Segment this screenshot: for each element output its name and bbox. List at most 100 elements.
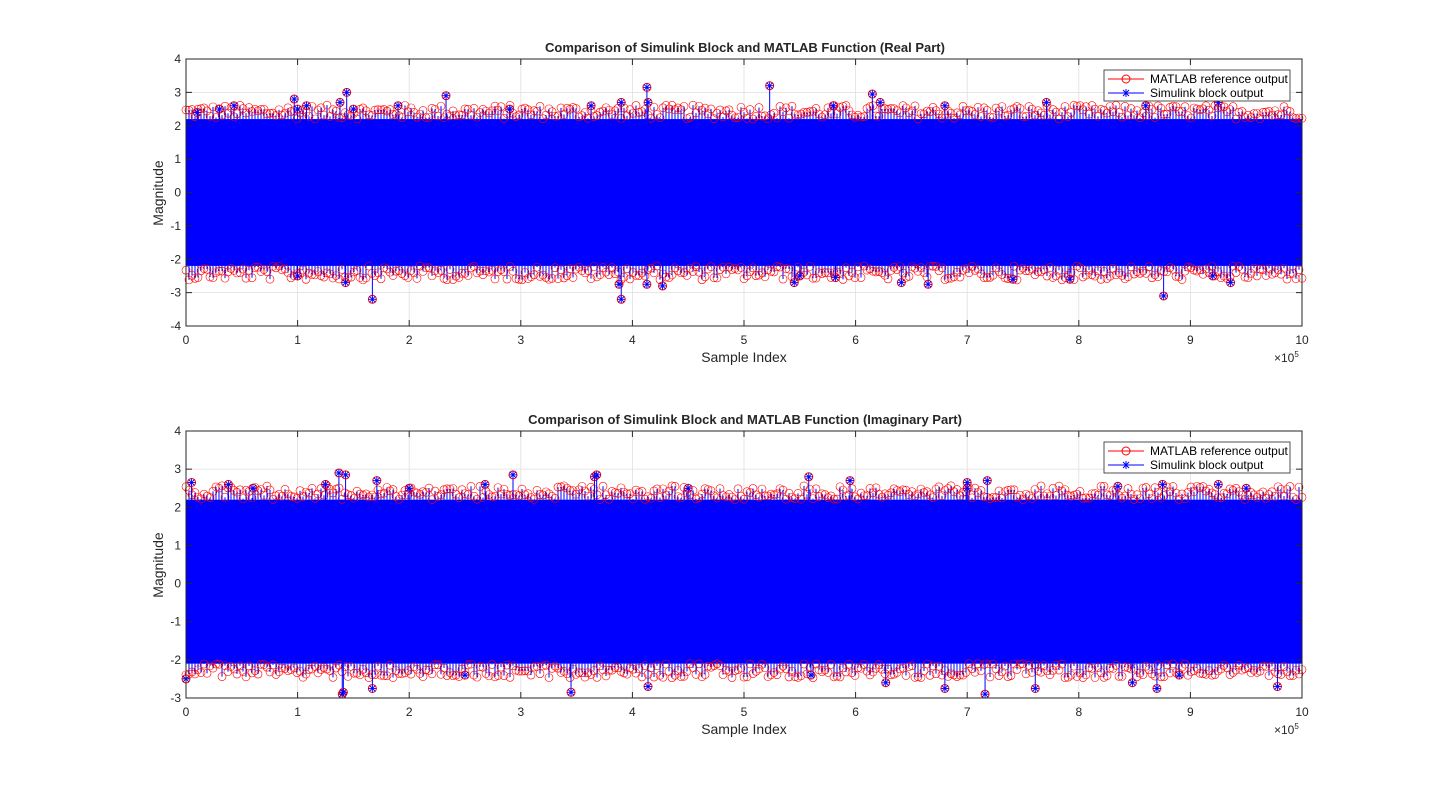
stem-marker <box>1273 682 1282 691</box>
stem-outlier <box>460 583 470 680</box>
stem-peak <box>367 583 377 693</box>
stem-marker <box>592 470 601 479</box>
legend-marker-block <box>1122 89 1130 97</box>
stem-outlier <box>683 483 693 584</box>
stem-marker <box>615 280 624 289</box>
stem-peak <box>289 94 299 193</box>
y-tick-label: 4 <box>174 424 181 438</box>
stem-peak <box>867 89 877 193</box>
stem-marker <box>341 278 350 287</box>
y-tick-label: 2 <box>174 500 181 514</box>
stem-marker <box>804 472 813 481</box>
stem-marker <box>508 470 517 479</box>
y-tick-label: 1 <box>174 538 181 552</box>
stem-marker <box>1175 671 1184 680</box>
stem-peak <box>229 101 239 193</box>
stem-peak <box>223 479 233 584</box>
stem-peak <box>338 583 348 697</box>
x-tick-labels: 0 1 2 3 4 5 6 7 8 9 10 <box>183 705 1309 719</box>
stem-marker <box>1042 98 1051 107</box>
x-tick-label: 6 <box>852 705 859 719</box>
stem-peak <box>642 192 652 289</box>
legend-entry-reference: MATLAB reference output <box>1150 72 1289 86</box>
x-tick-label: 5 <box>741 333 748 347</box>
stem-marker <box>1141 101 1150 110</box>
envelope-bottom <box>181 659 1307 682</box>
stem-marker <box>481 480 490 489</box>
stem-marker <box>642 280 651 289</box>
y-tick-label: 4 <box>174 52 181 66</box>
stem-peak <box>441 91 451 193</box>
legend-marker-block <box>1122 461 1130 469</box>
legend-box <box>1103 69 1291 102</box>
stem-marker <box>924 280 933 289</box>
stem-peak <box>962 477 972 584</box>
x-tick-label: 3 <box>517 333 524 347</box>
x-tick-label: 3 <box>517 705 524 719</box>
subplot-real-part: Comparison of Simulink Block and MATLAB … <box>150 40 1309 365</box>
stem-peak <box>980 583 990 699</box>
stem-marker <box>368 295 377 304</box>
stem-marker <box>1065 275 1074 284</box>
legend-entry-block: Simulink block output <box>1150 458 1264 472</box>
x-exponent-power: 5 <box>1294 722 1299 731</box>
stem-marker <box>248 484 257 493</box>
stem-marker <box>368 684 377 693</box>
y-tick-label: 2 <box>174 119 181 133</box>
stem-marker <box>806 671 815 680</box>
stem-peak <box>1158 479 1167 584</box>
x-tick-label: 2 <box>406 333 413 347</box>
stem-marker <box>829 101 838 110</box>
stem-marker <box>1031 684 1040 693</box>
stem-peak <box>896 192 906 288</box>
y-tick-label: 0 <box>174 186 181 200</box>
stem-peak <box>1065 192 1075 284</box>
stem-peak <box>831 192 841 283</box>
x-exponent-power: 5 <box>1294 350 1299 359</box>
stem-outlier <box>214 104 224 193</box>
stem-peak <box>616 192 626 304</box>
stem-marker <box>341 470 350 479</box>
y-tick-label: 3 <box>174 85 181 99</box>
stem-marker <box>795 271 804 280</box>
stem-outlier <box>393 101 403 193</box>
x-tick-label: 0 <box>183 333 190 347</box>
stem-marker <box>963 478 972 487</box>
stem-marker <box>224 480 233 489</box>
stem-outlier <box>293 192 303 281</box>
stem-marker <box>684 484 693 493</box>
x-axis-label: Sample Index <box>701 349 787 365</box>
stem-peak <box>1213 479 1223 584</box>
stem-marker <box>505 105 514 114</box>
y-tick-label: -2 <box>170 252 181 266</box>
x-exponent-label: ×105 <box>1274 722 1299 737</box>
stem-marker <box>336 98 345 107</box>
x-tick-label: 5 <box>741 705 748 719</box>
y-tick-labels: -3 -2 -1 0 1 2 3 4 <box>170 424 181 705</box>
stem-marker <box>1208 271 1217 280</box>
y-tick-label: -1 <box>170 219 181 233</box>
stem-outlier <box>248 483 258 584</box>
stem-peak <box>643 97 653 193</box>
stem-peak <box>321 479 330 584</box>
stem-marker <box>293 105 302 114</box>
stem-marker <box>790 278 799 287</box>
stem-peak <box>341 192 351 288</box>
legend[interactable]: MATLAB reference output Simulink block o… <box>1103 69 1291 102</box>
stem-marker <box>302 101 311 110</box>
stem-marker <box>644 98 653 107</box>
stem-peak <box>480 479 490 584</box>
stem-peak <box>508 470 518 584</box>
stem-peak <box>765 81 775 193</box>
stem-peak <box>1127 583 1137 688</box>
stem-peak <box>845 476 855 584</box>
legend[interactable]: MATLAB reference output Simulink block o… <box>1103 441 1291 474</box>
legend-marker-reference <box>1121 446 1131 456</box>
chart-title: Comparison of Simulink Block and MATLAB … <box>545 40 945 55</box>
x-tick-label: 10 <box>1295 705 1309 719</box>
stem-outlier <box>1174 583 1184 680</box>
stem-marker <box>658 281 667 290</box>
envelope-top <box>181 481 1307 504</box>
y-tick-label: -2 <box>170 653 181 667</box>
stem-marker <box>1214 480 1223 489</box>
